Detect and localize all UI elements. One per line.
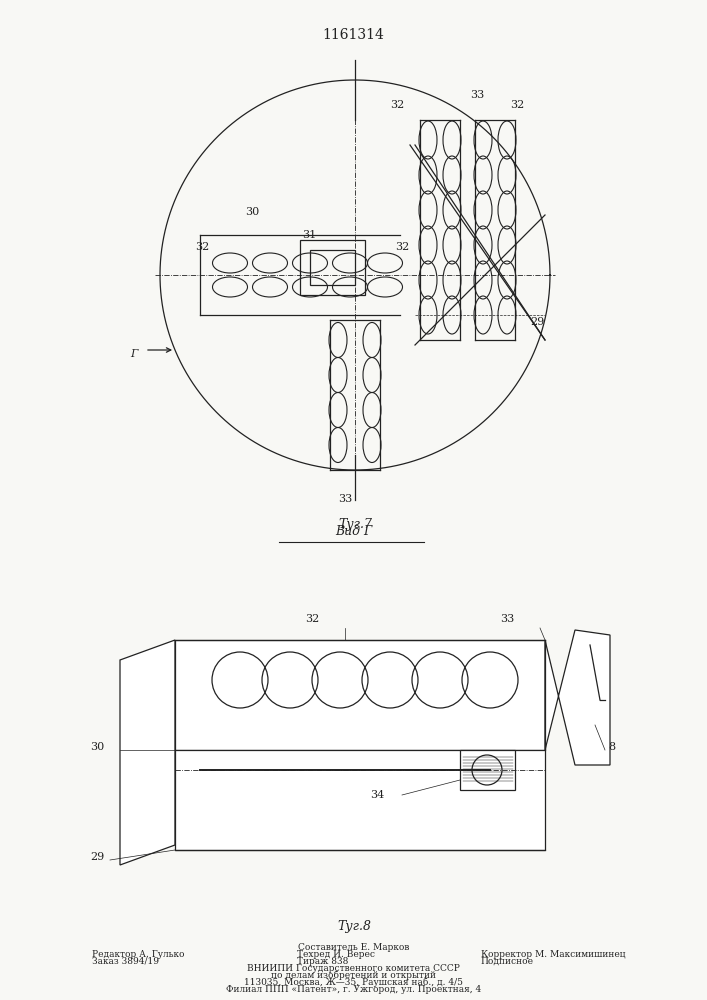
- Text: Вид Г: Вид Г: [335, 525, 372, 538]
- Text: 29: 29: [530, 317, 544, 327]
- Text: 33: 33: [338, 494, 352, 504]
- Text: Заказ 3894/19: Заказ 3894/19: [92, 957, 159, 966]
- Text: Редактор А. Гулько: Редактор А. Гулько: [92, 950, 185, 959]
- Text: 113035, Москва, Ж—35, Раушская наб., д. 4/5: 113035, Москва, Ж—35, Раушская наб., д. …: [244, 978, 463, 987]
- Text: 1161314: 1161314: [322, 28, 385, 42]
- Text: Τуг.7: Τуг.7: [338, 518, 372, 531]
- Text: 31: 31: [302, 230, 316, 240]
- Text: 34: 34: [370, 790, 384, 800]
- Polygon shape: [120, 640, 175, 865]
- Text: Составитель Е. Марков: Составитель Е. Марков: [298, 943, 409, 952]
- Bar: [175, 640, 545, 750]
- Text: Τуг.8: Τуг.8: [337, 920, 371, 933]
- Text: 32: 32: [195, 242, 209, 252]
- Text: Г: Г: [130, 349, 137, 359]
- Text: 33: 33: [500, 614, 514, 624]
- Text: 32: 32: [510, 100, 525, 110]
- Text: 30: 30: [90, 742, 104, 752]
- Bar: [460, 750, 515, 790]
- Text: Техред И. Верес: Техред И. Верес: [297, 950, 375, 959]
- Text: ВНИИПИ Государственного комитета СССР: ВНИИПИ Государственного комитета СССР: [247, 964, 460, 973]
- Text: 32: 32: [305, 614, 320, 624]
- Bar: [175, 750, 545, 850]
- Text: 32: 32: [390, 100, 404, 110]
- Polygon shape: [545, 630, 610, 765]
- Bar: [300, 240, 365, 295]
- Text: 33: 33: [470, 90, 484, 100]
- Text: Подписное: Подписное: [481, 957, 534, 966]
- Text: 29: 29: [90, 852, 104, 862]
- Text: по делам изобретений и открытий: по делам изобретений и открытий: [271, 970, 436, 980]
- Text: 30: 30: [245, 207, 259, 217]
- Text: Корректор М. Максимишинец: Корректор М. Максимишинец: [481, 950, 625, 959]
- Text: Филиал ППП «Патент», г. Ужгород, ул. Проектная, 4: Филиал ППП «Патент», г. Ужгород, ул. Про…: [226, 985, 481, 994]
- Text: 8: 8: [608, 742, 615, 752]
- Text: 32: 32: [395, 242, 409, 252]
- Bar: [310, 250, 355, 285]
- Text: Тираж 838: Тираж 838: [297, 957, 349, 966]
